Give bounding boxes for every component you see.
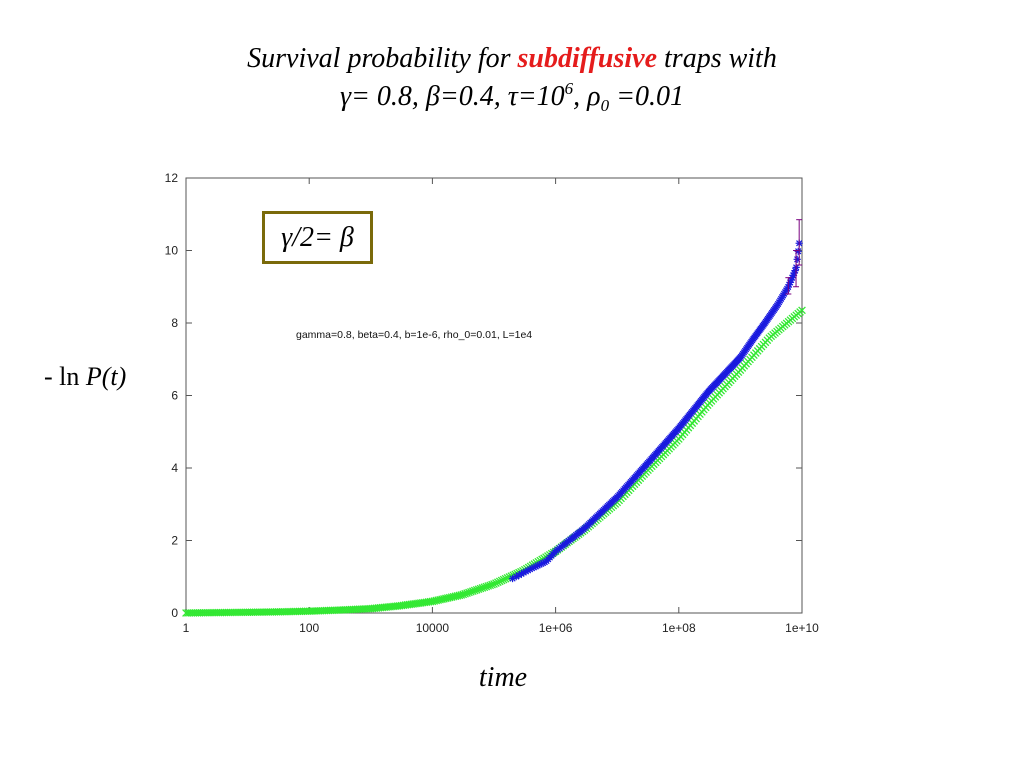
y-axis-label-prefix: - ln [44,362,86,391]
y-tick-label: 0 [171,606,178,620]
title-line-1: Survival probability for subdiffusive tr… [0,40,1024,78]
title-params-e: =0.01 [609,81,685,112]
title-exponent: 6 [564,79,574,98]
fit-point [499,575,508,584]
fit-point [492,579,500,587]
x-tick-label: 1e+10 [785,621,819,635]
y-axis-label: - ln P(t) [44,362,126,392]
slide-title: Survival probability for subdiffusive tr… [0,40,1024,116]
fit-point [497,576,506,585]
x-tick-label: 100 [299,621,319,635]
chart-annotation: gamma=0.8, beta=0.4, b=1e-6, rho_0=0.01,… [296,329,532,341]
fit-point [495,577,504,586]
y-axis-label-func: P(t) [85,362,127,391]
title-params-a: γ= 0.8, β=0.4, τ=10 [339,81,565,112]
x-axis-label: time [478,662,528,693]
y-tick-label: 2 [171,534,178,548]
relation-box: γ/2= β [262,211,373,264]
x-tick-label: 1e+06 [539,621,573,635]
x-tick-label: 10000 [416,621,450,635]
y-tick-label: 8 [171,316,178,330]
fit-point [503,573,512,582]
y-tick-label: 12 [165,171,179,185]
fit-point [798,306,806,315]
y-tick-label: 6 [171,389,178,403]
title-text-c: traps with [657,43,777,74]
chart-axes: 0 2 4 6 8 10 12 1 100 10000 1e+06 1e+08 1e+10 [165,171,820,635]
relation-text: γ/2= β [281,221,354,253]
y-tick-label: 4 [171,461,178,475]
title-subscript: 0 [600,96,610,115]
chart-marks [182,219,806,617]
fit-point [505,573,514,581]
title-text-a: Survival probability for [247,43,518,74]
x-tick-label: 1 [183,621,190,635]
fit-point [490,580,498,588]
fit-point [501,574,510,583]
title-params-c: , ρ [573,81,601,112]
title-line-2: γ= 0.8, β=0.4, τ=106, ρ0 =0.01 [0,78,1024,116]
y-tick-label: 10 [165,244,179,258]
x-tick-label: 1e+08 [662,621,696,635]
title-highlight-subdiffusive: subdiffusive [517,43,658,74]
fit-point [493,578,502,587]
